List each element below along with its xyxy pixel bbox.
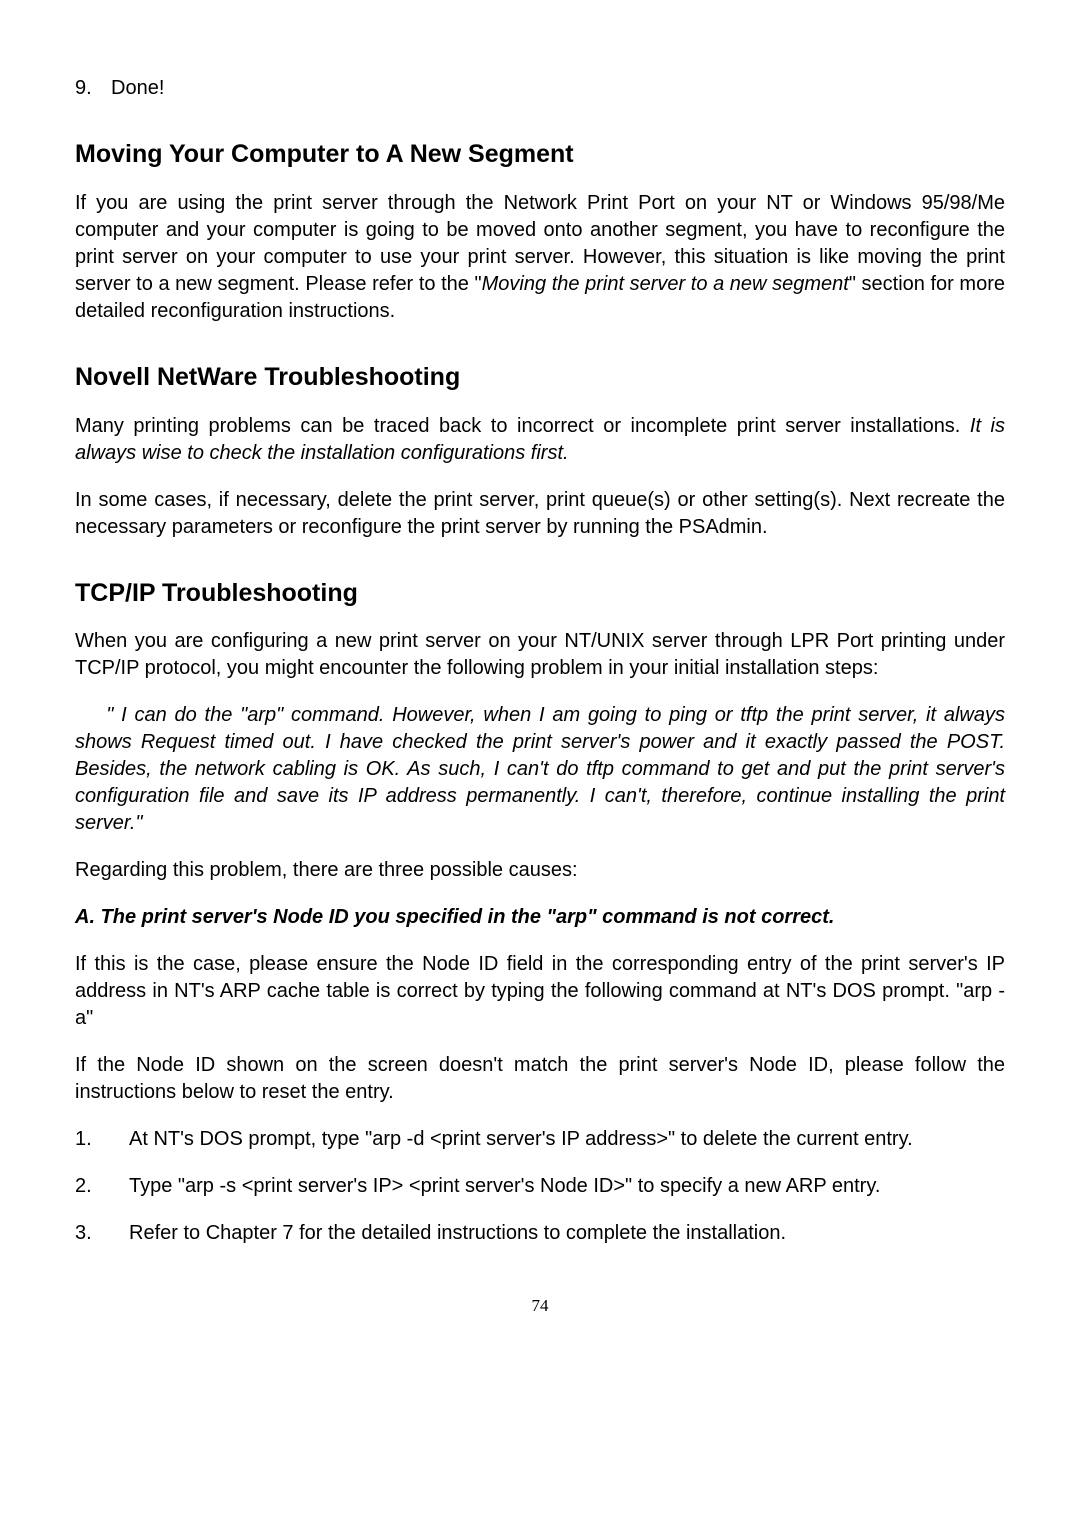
quote-text: " I can do the "arp" command. However, w… <box>75 704 1005 834</box>
list-item-9: 9.Done! <box>75 75 1005 102</box>
page-number: 74 <box>75 1295 1005 1318</box>
text-italic: Moving the print server to a new segment <box>482 273 849 295</box>
document-body: 9.Done! Moving Your Computer to A New Se… <box>75 75 1005 1318</box>
list-text: At NT's DOS prompt, type "arp -d <print … <box>129 1128 913 1150</box>
paragraph-tcpip-2: Regarding this problem, there are three … <box>75 857 1005 884</box>
paragraph-tcpip-4: If the Node ID shown on the screen doesn… <box>75 1052 1005 1106</box>
list-number: 2. <box>75 1173 129 1200</box>
heading-novell: Novell NetWare Troubleshooting <box>75 361 1005 395</box>
list-number: 9. <box>75 75 111 102</box>
paragraph-novell-1: Many printing problems can be traced bac… <box>75 413 1005 467</box>
heading-tcpip: TCP/IP Troubleshooting <box>75 577 1005 611</box>
list-text: Done! <box>111 77 164 99</box>
text-segment: Many printing problems can be traced bac… <box>75 415 970 437</box>
paragraph-novell-2: In some cases, if necessary, delete the … <box>75 487 1005 541</box>
list-item: 3.Refer to Chapter 7 for the detailed in… <box>75 1220 1005 1247</box>
paragraph-moving-computer: If you are using the print server throug… <box>75 190 1005 325</box>
list-text: Type "arp -s <print server's IP> <print … <box>129 1175 880 1197</box>
list-text: Refer to Chapter 7 for the detailed inst… <box>129 1222 786 1244</box>
list-number: 1. <box>75 1126 129 1153</box>
numbered-list: 1.At NT's DOS prompt, type "arp -d <prin… <box>75 1126 1005 1247</box>
paragraph-tcpip-3: If this is the case, please ensure the N… <box>75 951 1005 1032</box>
heading-moving-computer: Moving Your Computer to A New Segment <box>75 138 1005 172</box>
list-item: 2.Type "arp -s <print server's IP> <prin… <box>75 1173 1005 1200</box>
subheading-a: A. The print server's Node ID you specif… <box>75 904 1005 931</box>
paragraph-tcpip-1: When you are configuring a new print ser… <box>75 628 1005 682</box>
list-item: 1.At NT's DOS prompt, type "arp -d <prin… <box>75 1126 1005 1153</box>
list-number: 3. <box>75 1220 129 1247</box>
paragraph-quote: " I can do the "arp" command. However, w… <box>75 702 1005 837</box>
